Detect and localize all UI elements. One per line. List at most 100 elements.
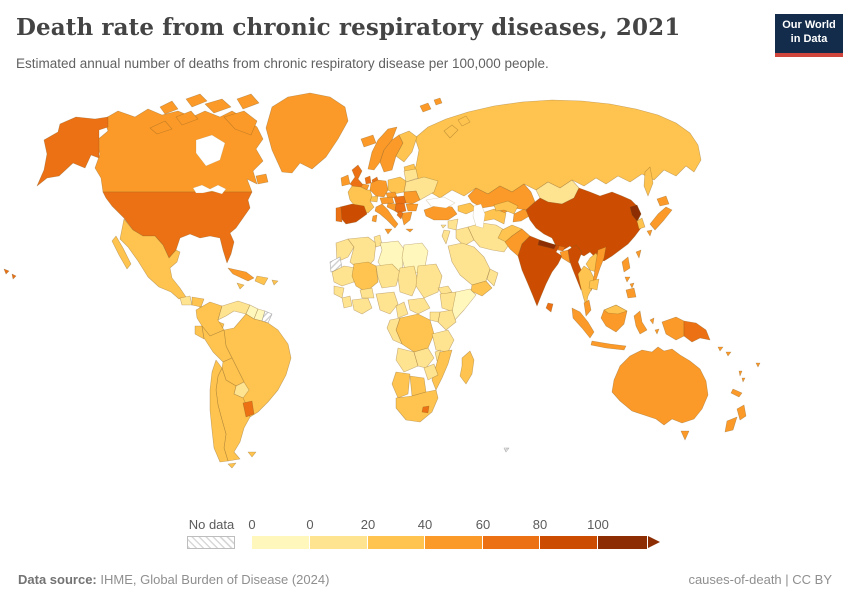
region-venezuela[interactable]: Venezuela <box>217 300 251 321</box>
region-pr[interactable]: Puerto Rico <box>271 279 279 286</box>
region-baja[interactable]: Baja California (Mexico) <box>111 235 132 270</box>
legend-bin-5[interactable] <box>540 536 598 549</box>
region-nigeria[interactable]: Nigeria <box>375 291 399 315</box>
license-link[interactable]: causes-of-death | CC BY <box>688 572 832 587</box>
region-albania[interactable]: Albania <box>396 210 404 220</box>
region-greenland[interactable]: Greenland <box>265 92 349 174</box>
region-sakhalin[interactable]: Sakhalin (Russia) <box>643 166 654 197</box>
region-portugal[interactable]: Portugal <box>335 206 343 223</box>
region-uganda[interactable]: Uganda <box>429 311 441 323</box>
region-cambodia[interactable]: Cambodia <box>588 278 600 291</box>
region-bangladesh[interactable]: Bangladesh <box>559 249 571 264</box>
region-belarus[interactable]: Belarus <box>403 168 419 183</box>
region-kyrgyz_tajik[interactable]: Kyrgyzstan / Tajikistan <box>512 208 532 223</box>
region-guatemala[interactable]: Guatemala <box>179 295 193 306</box>
region-mauritania[interactable]: Mauritania <box>331 265 357 287</box>
legend-bin-0[interactable] <box>252 536 310 549</box>
region-finland[interactable]: Finland <box>395 130 418 163</box>
region-java[interactable]: Indonesia (Java) <box>590 340 627 351</box>
region-burkina[interactable]: Burkina Faso <box>359 287 375 299</box>
region-malaysia_pen[interactable]: Malaysia (peninsular) <box>583 299 592 317</box>
region-tasmania[interactable]: Tasmania (Australia) <box>680 430 690 441</box>
region-arctic4[interactable]: Arctic islands <box>236 93 260 110</box>
region-nfld[interactable]: Newfoundland (Canada) <box>255 173 269 185</box>
region-eritrea[interactable]: Eritrea <box>437 285 453 296</box>
region-tanzania[interactable]: Tanzania <box>431 329 455 353</box>
legend-bin-4[interactable] <box>483 536 540 549</box>
region-usa[interactable]: United States <box>102 191 253 264</box>
region-cyprus[interactable]: Cyprus <box>440 224 447 229</box>
legend-bin-1[interactable] <box>310 536 368 549</box>
region-visayas[interactable]: Philippines (Visayas) <box>624 276 635 289</box>
region-ukraine[interactable]: Ukraine <box>403 176 439 201</box>
region-slovenia_croatia[interactable]: Slovenia / Croatia <box>386 202 397 212</box>
region-ncal[interactable]: New Caledonia <box>730 388 743 398</box>
region-france[interactable]: France <box>347 185 375 214</box>
region-sumatra[interactable]: Indonesia (Sumatra) <box>571 307 595 339</box>
region-moluccas[interactable]: Indonesia (Moluccas) <box>649 317 660 335</box>
region-italy[interactable]: Italy <box>371 203 399 235</box>
region-germany[interactable]: Germany <box>369 179 389 198</box>
region-nepal[interactable]: Nepal <box>537 239 557 250</box>
region-bulgaria[interactable]: Bulgaria <box>405 203 419 212</box>
region-vanuatu[interactable]: Vanuatu <box>738 370 746 383</box>
region-iceland[interactable]: Iceland <box>360 134 377 148</box>
region-japan_hokkaido[interactable]: Japan (Hokkaido) <box>656 195 670 207</box>
region-yemen[interactable]: Yemen <box>470 280 493 297</box>
region-svalbard[interactable]: Svalbard <box>419 97 443 113</box>
region-sudan[interactable]: Sudan <box>415 263 443 299</box>
region-baffin[interactable]: Baffin Island (Canada) <box>223 110 258 136</box>
legend-bin-2[interactable] <box>368 536 425 549</box>
region-arctic1[interactable]: Arctic islands <box>149 120 173 135</box>
region-arctic2[interactable]: Arctic islands <box>175 110 199 126</box>
legend-no-data-swatch[interactable] <box>187 536 235 549</box>
region-spain[interactable]: Spain <box>338 203 368 225</box>
region-chad[interactable]: Chad <box>397 265 419 297</box>
region-arctic3[interactable]: Arctic islands <box>204 98 232 114</box>
region-iraq[interactable]: Iraq <box>455 226 475 247</box>
region-congo_gabon[interactable]: Congo / Gabon <box>386 317 403 345</box>
region-ireland[interactable]: Ireland <box>340 174 351 187</box>
region-israel_jordan[interactable]: Israel / Jordan <box>441 229 451 245</box>
region-skorea[interactable]: South Korea <box>636 217 646 230</box>
region-hispaniola[interactable]: Hispaniola <box>254 275 269 286</box>
region-nz_north[interactable]: New Zealand (North Island) <box>736 404 747 421</box>
region-mindanao[interactable]: Philippines (Mindanao) <box>625 287 637 299</box>
region-car[interactable]: Central African Republic <box>407 297 431 315</box>
region-guinea[interactable]: Guinea <box>341 295 353 309</box>
region-ivory_ghana[interactable]: Côte d'Ivoire / Ghana <box>351 297 373 315</box>
region-lesotho[interactable]: Lesotho <box>421 405 430 414</box>
region-syria[interactable]: Syria <box>447 218 459 231</box>
region-kerguelen[interactable]: French Southern Territories <box>503 447 510 453</box>
region-bhutan[interactable]: Bhutan <box>557 245 566 252</box>
region-ecuador[interactable]: Ecuador <box>194 325 205 340</box>
region-australia[interactable]: Australia <box>611 346 709 426</box>
region-nz_south[interactable]: New Zealand (South Island) <box>724 416 738 433</box>
region-south_africa[interactable]: South Africa <box>395 389 439 423</box>
region-austria[interactable]: Austria <box>379 196 395 205</box>
region-novaya[interactable]: Novaya Zemlya (Russia) <box>443 115 471 139</box>
region-china[interactable]: China <box>525 187 642 262</box>
region-taiwan[interactable]: Taiwan <box>635 249 642 259</box>
owid-logo[interactable]: Our World in Data <box>775 14 843 57</box>
region-nkorea[interactable]: North Korea <box>629 204 642 222</box>
region-iran[interactable]: Iran <box>467 222 511 253</box>
region-solomon[interactable]: Solomon Islands <box>717 346 732 357</box>
region-madagascar[interactable]: Madagascar <box>459 350 475 385</box>
region-angola[interactable]: Angola <box>395 347 419 373</box>
region-luzon[interactable]: Philippines (Luzon) <box>621 256 631 273</box>
region-japan_kyushu[interactable]: Japan (Kyushu) <box>646 229 653 237</box>
region-uruguay[interactable]: Uruguay <box>242 400 255 418</box>
region-zimbabwe[interactable]: Zimbabwe <box>423 363 439 381</box>
region-falkland[interactable]: Falkland Islands <box>247 451 257 458</box>
region-mali[interactable]: Mali <box>351 261 379 293</box>
region-chile[interactable]: Chile <box>209 359 229 463</box>
region-niger[interactable]: Niger <box>375 263 401 289</box>
region-wpapua[interactable]: Indonesia (Papua) <box>661 316 685 341</box>
region-drc[interactable]: Democratic Republic of Congo <box>395 313 435 353</box>
region-cameroon[interactable]: Cameroon <box>395 301 409 319</box>
region-russia[interactable]: Russia <box>411 99 702 199</box>
region-somalia[interactable]: Somalia <box>451 288 477 323</box>
region-oman[interactable]: Oman <box>486 268 499 287</box>
